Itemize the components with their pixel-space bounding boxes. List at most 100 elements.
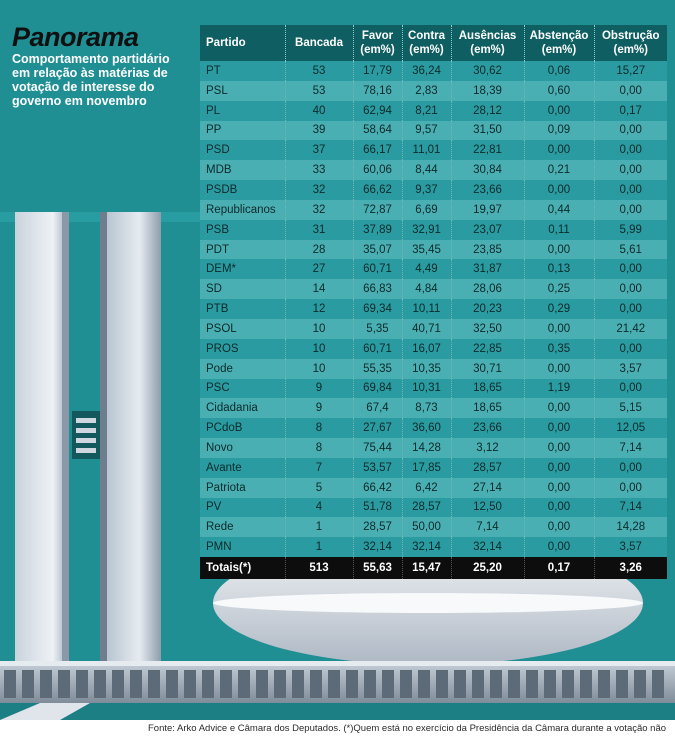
value-cell: 17,79 bbox=[352, 61, 402, 81]
value-cell: 0,00 bbox=[523, 180, 594, 200]
value-cell: 32,14 bbox=[401, 537, 451, 558]
value-cell: 0,00 bbox=[523, 477, 594, 498]
left-tower bbox=[15, 212, 69, 662]
value-cell: 0,35 bbox=[523, 338, 594, 359]
party-name-cell: Patriota bbox=[200, 477, 285, 498]
value-cell: 9 bbox=[284, 378, 353, 399]
base-top-line bbox=[0, 661, 675, 666]
party-name-cell: PT bbox=[200, 61, 285, 81]
party-name-cell: PSD bbox=[200, 140, 285, 161]
value-cell: 0,00 bbox=[593, 338, 667, 359]
value-cell: 33 bbox=[284, 160, 353, 181]
table-row: Cidadania 9 67,4 8,73 18,65 0,00 5,15 bbox=[200, 398, 667, 419]
value-cell: 0,11 bbox=[523, 219, 594, 240]
party-name-cell: PCdoB bbox=[200, 418, 285, 439]
value-cell: 37,89 bbox=[352, 219, 402, 240]
value-cell: 22,81 bbox=[450, 140, 524, 161]
totals-value-cell: 513 bbox=[284, 557, 353, 580]
value-cell: 18,39 bbox=[450, 80, 524, 101]
value-cell: 31,87 bbox=[450, 259, 524, 280]
value-cell: 32,50 bbox=[450, 318, 524, 339]
value-cell: 2,83 bbox=[401, 80, 451, 101]
value-cell: 0,00 bbox=[593, 160, 667, 181]
party-name-cell: PTB bbox=[200, 299, 285, 319]
party-name-cell: PSOL bbox=[200, 318, 285, 339]
value-cell: 39 bbox=[284, 120, 353, 141]
table-row: PSL 53 78,16 2,83 18,39 0,60 0,00 bbox=[200, 80, 667, 101]
value-cell: 0,00 bbox=[593, 299, 667, 319]
value-cell: 0,00 bbox=[593, 180, 667, 200]
value-cell: 10 bbox=[284, 338, 353, 359]
value-cell: 31,50 bbox=[450, 120, 524, 141]
value-cell: 16,07 bbox=[401, 338, 451, 359]
party-name-cell: PROS bbox=[200, 338, 285, 359]
value-cell: 40 bbox=[284, 100, 353, 121]
value-cell: 78,16 bbox=[352, 80, 402, 101]
value-cell: 37 bbox=[284, 140, 353, 161]
value-cell: 1,19 bbox=[523, 378, 594, 399]
value-cell: 0,00 bbox=[523, 318, 594, 339]
value-cell: 28,12 bbox=[450, 100, 524, 121]
value-cell: 20,23 bbox=[450, 299, 524, 319]
value-cell: 14,28 bbox=[401, 438, 451, 458]
value-cell: 14,28 bbox=[593, 517, 667, 538]
value-cell: 58,64 bbox=[352, 120, 402, 141]
value-cell: 30,62 bbox=[450, 61, 524, 81]
totals-value-cell: 3,26 bbox=[593, 557, 667, 580]
value-cell: 32,14 bbox=[352, 537, 402, 558]
party-name-cell: PV bbox=[200, 497, 285, 518]
totals-value-cell: 15,47 bbox=[401, 557, 451, 580]
party-name-cell: SD bbox=[200, 279, 285, 300]
value-cell: 7,14 bbox=[450, 517, 524, 538]
party-name-cell: PMN bbox=[200, 537, 285, 558]
value-cell: 4,84 bbox=[401, 279, 451, 300]
value-cell: 4 bbox=[284, 497, 353, 518]
party-name-cell: MDB bbox=[200, 160, 285, 181]
party-name-cell: PSL bbox=[200, 80, 285, 101]
value-cell: 23,85 bbox=[450, 239, 524, 260]
value-cell: 0,00 bbox=[593, 378, 667, 399]
table-row: PL 40 62,94 8,21 28,12 0,00 0,17 bbox=[200, 100, 667, 121]
right-tower bbox=[107, 212, 161, 662]
table-row: PMN 1 32,14 32,14 32,14 0,00 3,57 bbox=[200, 537, 667, 558]
table-row: PT 53 17,79 36,24 30,62 0,06 15,27 bbox=[200, 61, 667, 81]
value-cell: 9 bbox=[284, 398, 353, 419]
totals-row: Totais(*) 513 55,63 15,47 25,20 0,17 3,26 bbox=[200, 557, 667, 580]
table-row: PSB 31 37,89 32,91 23,07 0,11 5,99 bbox=[200, 219, 667, 240]
value-cell: 4,49 bbox=[401, 259, 451, 280]
value-cell: 36,24 bbox=[401, 61, 451, 81]
table-row: MDB 33 60,06 8,44 30,84 0,21 0,00 bbox=[200, 160, 667, 181]
value-cell: 0,00 bbox=[523, 418, 594, 439]
ramp bbox=[0, 703, 90, 720]
table-row: PSDB 32 66,62 9,37 23,66 0,00 0,00 bbox=[200, 180, 667, 200]
value-cell: 19,97 bbox=[450, 199, 524, 220]
value-cell: 0,00 bbox=[523, 239, 594, 260]
value-cell: 60,71 bbox=[352, 338, 402, 359]
party-name-cell: PSC bbox=[200, 378, 285, 399]
value-cell: 0,60 bbox=[523, 80, 594, 101]
value-cell: 0,00 bbox=[593, 477, 667, 498]
value-cell: 0,00 bbox=[523, 100, 594, 121]
party-name-cell: Cidadania bbox=[200, 398, 285, 419]
column-header: Favor (em%) bbox=[352, 25, 402, 61]
left-tower-shadow bbox=[62, 212, 69, 662]
value-cell: 5,15 bbox=[593, 398, 667, 419]
value-cell: 5,35 bbox=[352, 318, 402, 339]
table-row: PSC 9 69,84 10,31 18,65 1,19 0,00 bbox=[200, 378, 667, 399]
value-cell: 18,65 bbox=[450, 378, 524, 399]
ground bbox=[0, 703, 675, 720]
value-cell: 0,00 bbox=[523, 438, 594, 458]
table-row: Pode 10 55,35 10,35 30,71 0,00 3,57 bbox=[200, 358, 667, 379]
value-cell: 8,44 bbox=[401, 160, 451, 181]
party-name-cell: PL bbox=[200, 100, 285, 121]
value-cell: 5 bbox=[284, 477, 353, 498]
value-cell: 23,66 bbox=[450, 418, 524, 439]
table-row: PCdoB 8 27,67 36,60 23,66 0,00 12,05 bbox=[200, 418, 667, 439]
value-cell: 60,71 bbox=[352, 259, 402, 280]
table-header-row: Partido Bancada Favor (em%) Contra (em%) Aus… bbox=[200, 25, 667, 61]
value-cell: 0,09 bbox=[523, 120, 594, 141]
value-cell: 6,69 bbox=[401, 199, 451, 220]
totals-value-cell: 25,20 bbox=[450, 557, 524, 580]
value-cell: 0,00 bbox=[523, 398, 594, 419]
value-cell: 66,83 bbox=[352, 279, 402, 300]
